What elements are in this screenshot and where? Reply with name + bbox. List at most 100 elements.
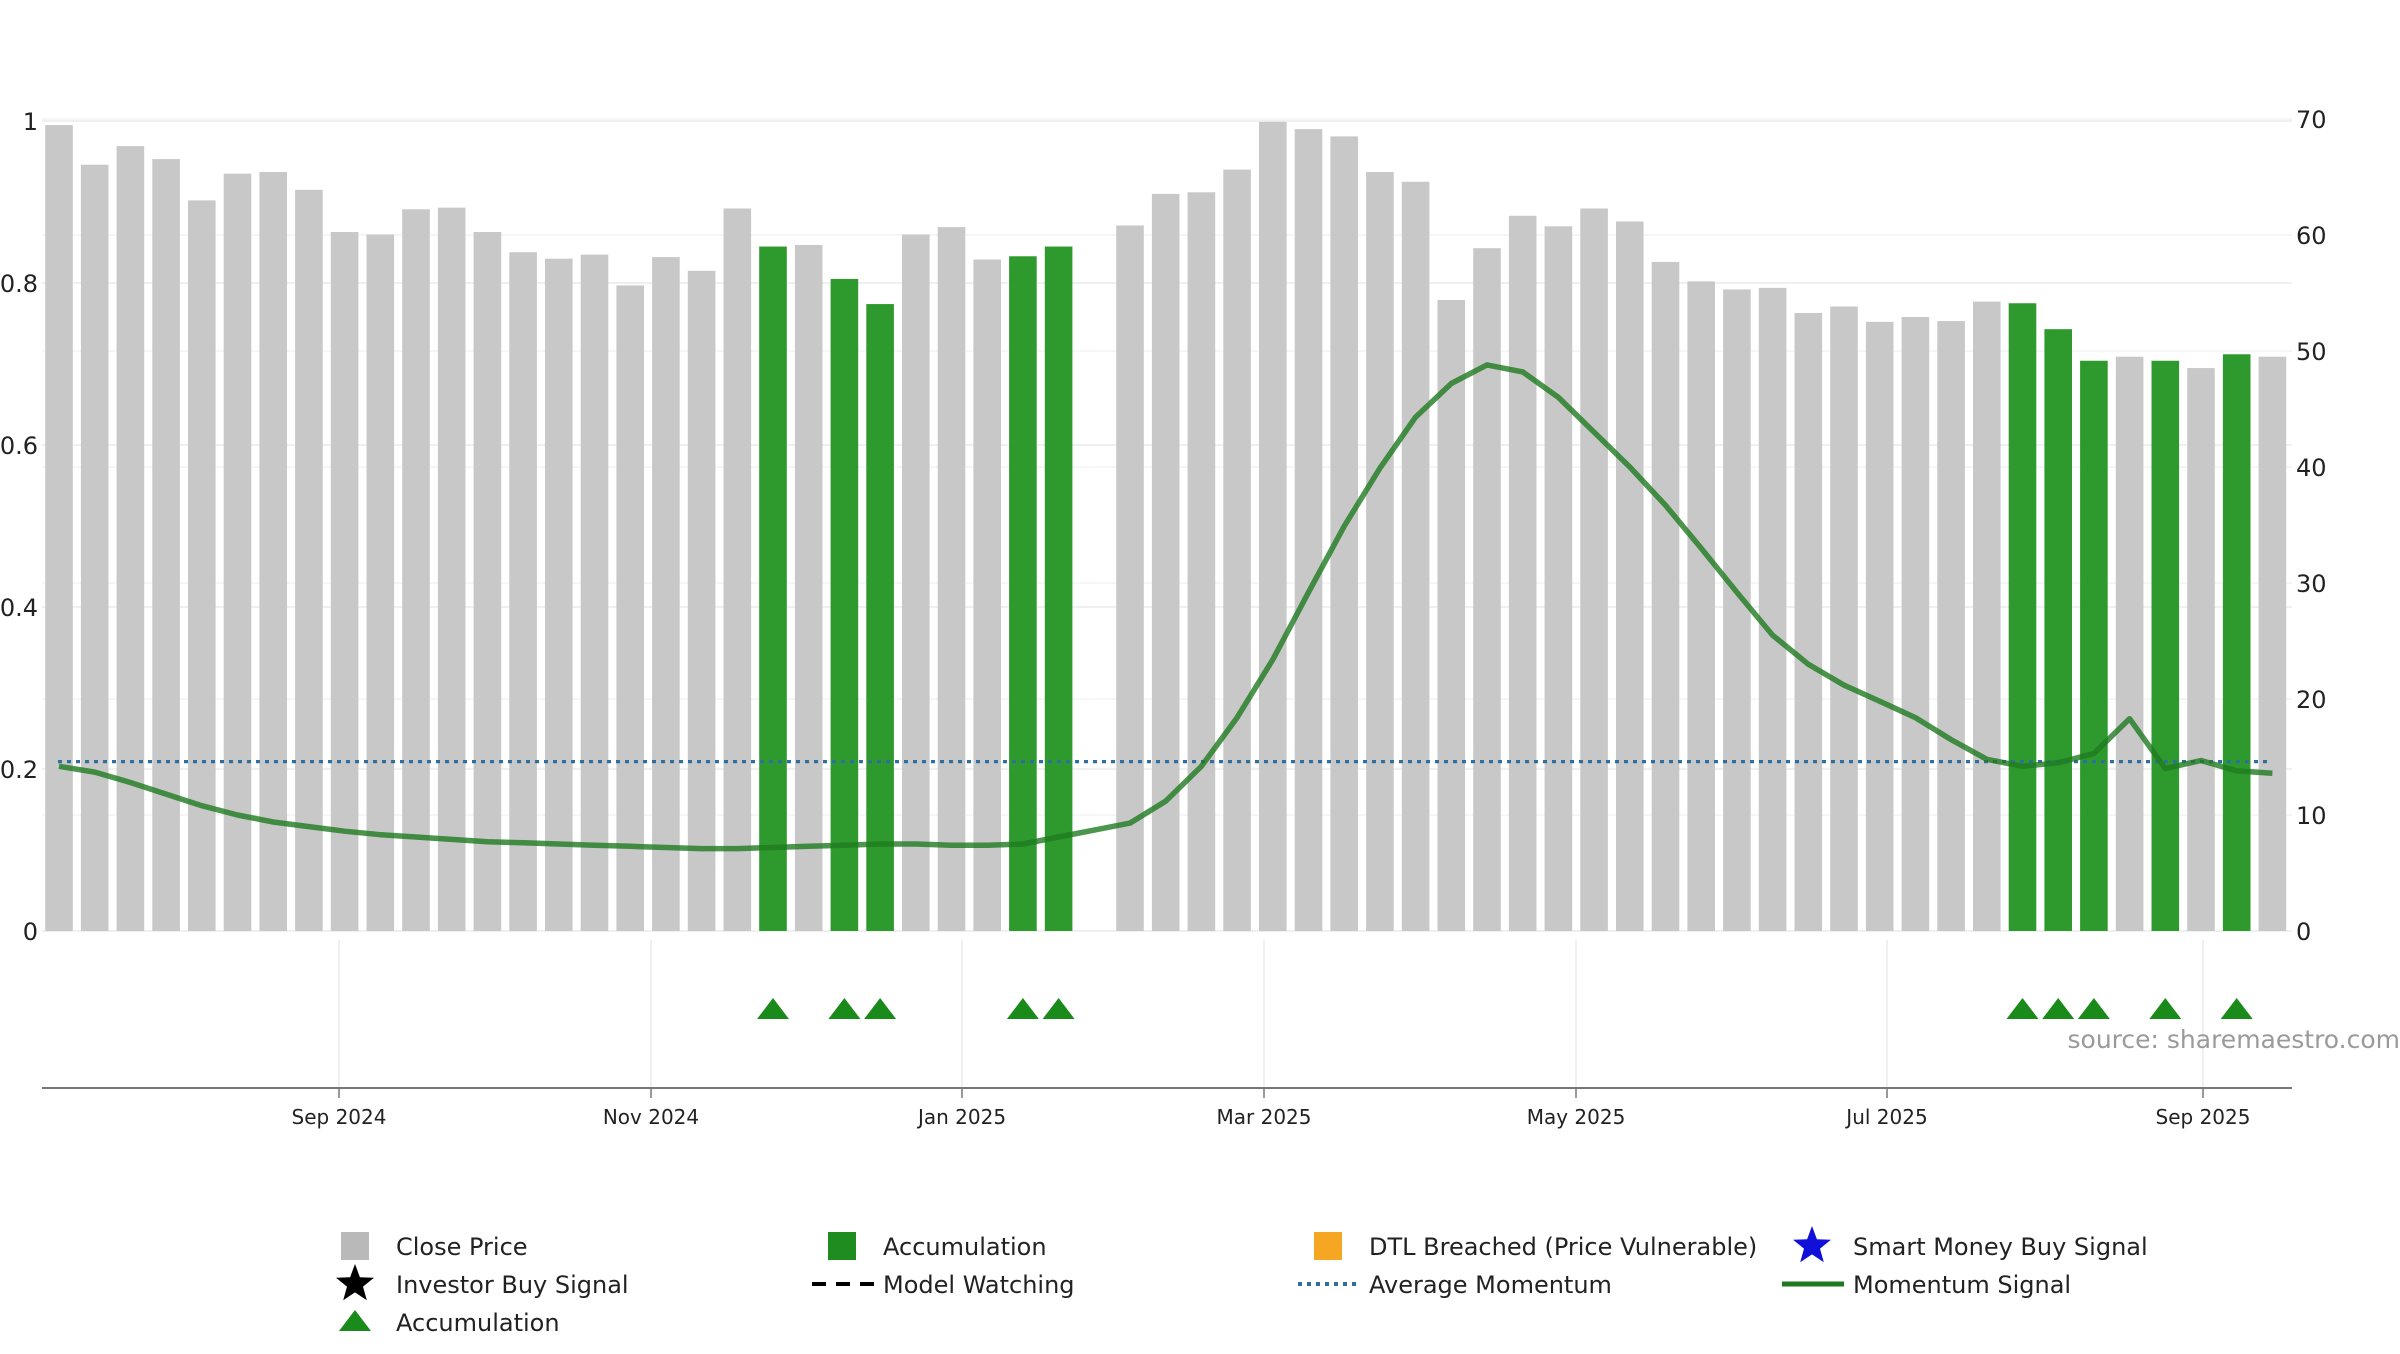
accumulation-bar <box>831 279 859 931</box>
legend-investor-star-icon <box>336 1264 374 1300</box>
accumulation-bar <box>2080 361 2108 931</box>
left-tick-label: 0.6 <box>0 432 38 460</box>
accumulation-bar <box>2044 329 2072 931</box>
close-price-bar <box>1580 208 1608 931</box>
close-price-bar <box>902 234 930 931</box>
legend-accumulation-triangle-icon <box>339 1310 371 1331</box>
accumulation-triangle <box>864 998 896 1019</box>
close-price-bar <box>1545 226 1573 931</box>
accumulation-bar <box>759 247 787 931</box>
close-price-bar <box>438 208 466 931</box>
close-price-bar <box>795 245 823 931</box>
close-price-bar <box>1152 194 1180 931</box>
close-price-bar <box>1402 182 1430 931</box>
accumulation-bar <box>2223 354 2251 931</box>
close-price-bar <box>295 190 323 931</box>
accumulation-triangle <box>2007 998 2039 1019</box>
close-price-bar <box>331 232 359 931</box>
close-price-bar <box>1330 136 1358 931</box>
close-price-bar <box>1223 170 1251 931</box>
legend-dtl-swatch <box>1314 1232 1342 1260</box>
close-price-bar <box>367 234 395 931</box>
close-price-bar <box>1652 262 1680 931</box>
accumulation-bar <box>2009 303 2037 931</box>
close-price-bar <box>402 209 430 931</box>
close-price-bar <box>1616 221 1644 931</box>
x-tick-label: Sep 2025 <box>2156 1105 2251 1129</box>
right-tick-label: 10 <box>2296 802 2327 830</box>
right-tick-label: 60 <box>2296 222 2327 250</box>
x-tick-label: Nov 2024 <box>603 1105 699 1129</box>
close-price-bar <box>2259 357 2287 931</box>
legend-close-price-swatch <box>341 1232 369 1260</box>
close-price-bar <box>1259 122 1287 931</box>
legend-label: DTL Breached (Price Vulnerable) <box>1369 1233 1757 1261</box>
accumulation-triangle <box>828 998 860 1019</box>
legend-smart-money-star-icon <box>1793 1226 1831 1262</box>
accumulation-triangle <box>1007 998 1039 1019</box>
left-tick-label: 0.8 <box>0 270 38 298</box>
close-price-bar <box>1902 317 1930 931</box>
close-price-bar <box>545 259 573 931</box>
source-label: source: sharemaestro.com <box>2068 1025 2400 1054</box>
bar-layer <box>45 122 2286 931</box>
x-tick-label: May 2025 <box>1527 1105 1626 1129</box>
x-tick-label: Jul 2025 <box>1844 1105 1927 1129</box>
x-tick-label: Mar 2025 <box>1217 1105 1312 1129</box>
close-price-bar <box>973 260 1001 931</box>
left-tick-label: 0 <box>23 918 38 946</box>
right-tick-label: 50 <box>2296 338 2327 366</box>
close-price-bar <box>1973 302 2001 931</box>
close-price-bar <box>1473 248 1501 931</box>
close-price-bar <box>688 271 716 931</box>
accumulation-bar <box>1009 256 1037 931</box>
close-price-bar <box>509 252 537 931</box>
legend-label: Accumulation <box>883 1233 1047 1261</box>
close-price-bar <box>1866 322 1894 931</box>
right-tick-label: 30 <box>2296 570 2327 598</box>
accumulation-triangle <box>757 998 789 1019</box>
close-price-bar <box>1795 313 1823 931</box>
close-price-bar <box>1188 192 1216 931</box>
x-tick-label: Sep 2024 <box>292 1105 387 1129</box>
close-price-bar <box>652 257 680 931</box>
close-price-bar <box>1687 281 1715 931</box>
close-price-bar <box>1509 216 1537 931</box>
x-tick-label: Jan 2025 <box>916 1105 1006 1129</box>
close-price-bar <box>616 285 644 931</box>
left-tick-label: 0.4 <box>0 594 38 622</box>
close-price-bar <box>45 125 73 931</box>
close-price-bar <box>152 159 180 931</box>
right-tick-label: 0 <box>2296 918 2311 946</box>
right-tick-label: 70 <box>2296 106 2327 134</box>
legend-label: Investor Buy Signal <box>396 1271 629 1299</box>
legend-label: Close Price <box>396 1233 528 1261</box>
close-price-bar <box>2187 368 2215 931</box>
accumulation-triangle <box>2042 998 2074 1019</box>
accumulation-bar <box>1045 247 1073 931</box>
legend-label: Momentum Signal <box>1853 1271 2071 1299</box>
legend-label: Average Momentum <box>1369 1271 1612 1299</box>
close-price-bar <box>938 227 966 931</box>
close-price-bar <box>1723 289 1751 931</box>
close-price-bar <box>188 200 216 931</box>
close-price-bar <box>1366 172 1394 931</box>
accumulation-triangle <box>2149 998 2181 1019</box>
close-price-bar <box>1937 321 1965 931</box>
accumulation-triangle <box>2221 998 2253 1019</box>
triangle-layer <box>757 998 2253 1019</box>
close-price-bar <box>474 232 502 931</box>
close-price-bar <box>81 165 109 931</box>
right-tick-label: 40 <box>2296 454 2327 482</box>
left-tick-label: 1 <box>23 108 38 136</box>
accumulation-bar <box>2152 361 2180 931</box>
close-price-bar <box>1759 288 1787 931</box>
left-tick-label: 0.2 <box>0 756 38 784</box>
close-price-bar <box>2116 357 2144 931</box>
right-tick-label: 20 <box>2296 686 2327 714</box>
legend-label: Model Watching <box>883 1271 1075 1299</box>
close-price-bar <box>117 146 145 931</box>
accumulation-bar <box>866 304 894 931</box>
